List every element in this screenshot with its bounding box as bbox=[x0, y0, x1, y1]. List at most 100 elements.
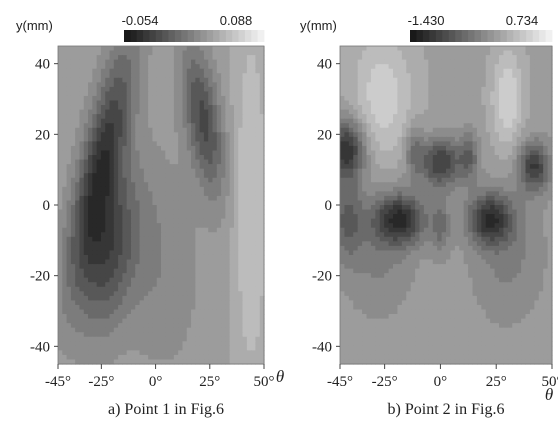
heatmap-cell bbox=[135, 114, 141, 120]
heatmap-cell bbox=[105, 73, 111, 79]
heatmap-cell bbox=[388, 123, 394, 129]
heatmap-cell bbox=[75, 177, 81, 183]
heatmap-cell bbox=[148, 282, 154, 288]
heatmap-cell bbox=[229, 82, 235, 88]
heatmap-cell bbox=[58, 182, 63, 188]
heatmap-cell bbox=[410, 109, 416, 115]
heatmap-cell bbox=[393, 127, 399, 133]
heatmap-cell bbox=[344, 118, 350, 124]
heatmap-cell bbox=[122, 332, 128, 338]
heatmap-cell bbox=[499, 168, 505, 174]
heatmap-cell bbox=[242, 73, 248, 79]
heatmap-cell bbox=[126, 164, 132, 170]
heatmap-cell bbox=[233, 332, 239, 338]
heatmap-cell bbox=[251, 195, 257, 202]
heatmap-cell bbox=[148, 309, 154, 315]
heatmap-cell bbox=[139, 264, 145, 270]
heatmap-cell bbox=[169, 68, 175, 74]
heatmap-cell bbox=[225, 95, 231, 102]
heatmap-cell bbox=[105, 245, 111, 252]
heatmap-cell bbox=[259, 259, 265, 265]
heatmap-cell bbox=[105, 214, 111, 220]
heatmap-cell bbox=[233, 114, 239, 120]
heatmap-cell bbox=[139, 95, 145, 102]
heatmap-cell bbox=[388, 118, 394, 124]
heatmap-cell bbox=[58, 64, 63, 70]
heatmap-cell bbox=[96, 250, 102, 256]
heatmap-cell bbox=[182, 200, 188, 206]
colorbar-swatch bbox=[174, 30, 182, 42]
heatmap-cell bbox=[362, 141, 368, 147]
heatmap-cell bbox=[476, 95, 482, 102]
heatmap-cell bbox=[113, 195, 119, 202]
heatmap-cell bbox=[203, 77, 209, 83]
heatmap-cell bbox=[118, 82, 123, 88]
heatmap-cell bbox=[92, 286, 98, 292]
heatmap-cell bbox=[96, 350, 102, 356]
heatmap-cell bbox=[79, 300, 85, 306]
heatmap-cell bbox=[348, 136, 354, 142]
heatmap-cell bbox=[75, 150, 81, 156]
heatmap-cell bbox=[490, 46, 496, 52]
heatmap-cell bbox=[135, 59, 141, 65]
heatmap-cell bbox=[191, 250, 196, 256]
heatmap-cell bbox=[454, 127, 460, 133]
heatmap-cell bbox=[357, 77, 363, 83]
heatmap-cell bbox=[229, 191, 235, 197]
heatmap-cell bbox=[169, 136, 175, 142]
heatmap-cell bbox=[79, 295, 85, 301]
heatmap-cell bbox=[379, 136, 385, 142]
heatmap-cell bbox=[178, 132, 184, 138]
heatmap-cell bbox=[375, 114, 381, 120]
heatmap-cell bbox=[182, 318, 188, 324]
heatmap-cell bbox=[169, 164, 175, 170]
heatmap-cell bbox=[441, 59, 447, 65]
colorbar-swatch bbox=[181, 30, 189, 42]
heatmap-cell bbox=[92, 150, 98, 156]
heatmap-cell bbox=[529, 114, 535, 120]
heatmap-cell bbox=[178, 304, 184, 311]
heatmap-cell bbox=[109, 68, 115, 74]
heatmap-cell bbox=[454, 182, 460, 188]
heatmap-cell bbox=[216, 282, 222, 288]
heatmap-cell bbox=[169, 114, 175, 120]
heatmap-cell bbox=[122, 145, 128, 152]
heatmap-cell bbox=[485, 173, 491, 179]
heatmap-cell bbox=[246, 241, 252, 247]
heatmap-cell bbox=[79, 218, 85, 224]
heatmap-cell bbox=[143, 354, 149, 361]
heatmap-cell bbox=[79, 145, 85, 152]
heatmap-cell bbox=[156, 273, 162, 279]
heatmap-cell bbox=[340, 86, 346, 93]
heatmap-cell bbox=[186, 118, 192, 124]
heatmap-cell bbox=[410, 145, 416, 152]
heatmap-cell bbox=[353, 132, 359, 138]
heatmap-cell bbox=[521, 50, 527, 56]
heatmap-cell bbox=[401, 50, 407, 56]
heatmap-cell bbox=[375, 177, 381, 183]
heatmap-cell bbox=[88, 314, 93, 320]
heatmap-cell bbox=[393, 114, 399, 120]
heatmap-cell bbox=[233, 314, 239, 320]
heatmap-cell bbox=[246, 59, 252, 65]
heatmap-cell bbox=[126, 236, 132, 242]
heatmap-cell bbox=[100, 50, 106, 56]
heatmap-cell bbox=[113, 241, 119, 247]
heatmap-cell bbox=[255, 214, 261, 220]
heatmap-cell bbox=[507, 50, 513, 56]
heatmap-cell bbox=[109, 304, 115, 311]
heatmap-cell bbox=[251, 332, 257, 338]
heatmap-cell bbox=[437, 191, 443, 197]
heatmap-cell bbox=[229, 336, 235, 342]
heatmap-cell bbox=[225, 350, 231, 356]
heatmap-cell bbox=[366, 159, 372, 165]
heatmap-cell bbox=[152, 64, 158, 70]
heatmap-cell bbox=[113, 141, 119, 147]
heatmap-cell bbox=[221, 46, 226, 52]
heatmap-cell bbox=[126, 191, 132, 197]
heatmap-cell bbox=[238, 109, 244, 115]
heatmap-cell bbox=[62, 155, 68, 161]
heatmap-cell bbox=[122, 350, 128, 356]
heatmap-cell bbox=[468, 55, 474, 61]
heatmap-cell bbox=[362, 150, 368, 156]
